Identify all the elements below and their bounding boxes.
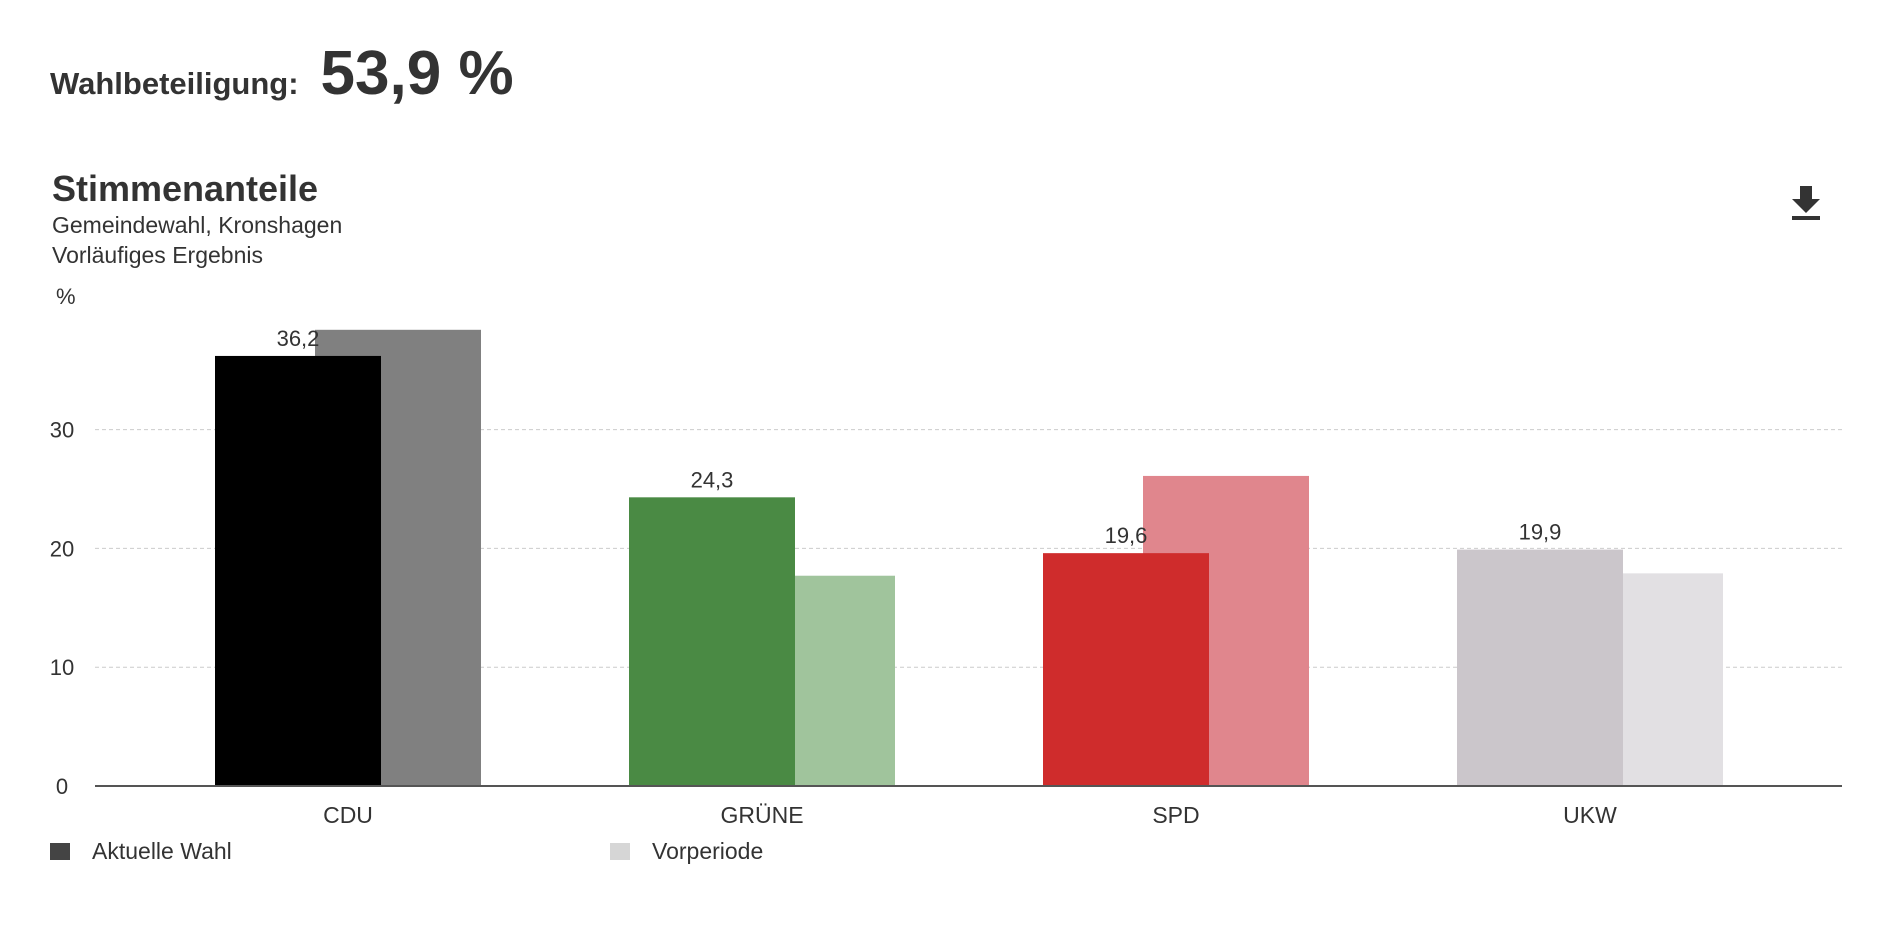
- y-tick-label: 20: [50, 536, 74, 561]
- legend-label-current: Aktuelle Wahl: [92, 838, 232, 864]
- data-label: 19,6: [1105, 523, 1148, 548]
- legend-swatch-current: [50, 843, 70, 860]
- chart-subtitle-1: Gemeindewahl, Kronshagen: [52, 212, 343, 238]
- x-tick-label: UKW: [1563, 802, 1617, 828]
- bar-current-spd: [1043, 553, 1209, 786]
- turnout-label: Wahlbeteiligung:: [50, 66, 299, 101]
- download-icon: [1792, 186, 1820, 220]
- x-tick-label: CDU: [323, 802, 373, 828]
- legend-item-current: Aktuelle Wahl: [50, 838, 232, 865]
- y-axis-label: %: [56, 284, 76, 309]
- bar-current-cdu: [215, 355, 381, 786]
- bar-current-ukw: [1457, 549, 1623, 786]
- legend-label-previous: Vorperiode: [652, 838, 764, 864]
- y-tick-label: 30: [50, 418, 74, 443]
- chart-title: Stimmenanteile: [52, 168, 319, 209]
- data-label: 19,9: [1519, 520, 1562, 545]
- turnout: Wahlbeteiligung: 53,9 %: [50, 38, 514, 109]
- turnout-value: 53,9 %: [320, 39, 514, 108]
- y-tick-label: 0: [56, 774, 68, 799]
- chart-subtitle-2: Vorläufiges Ergebnis: [52, 242, 263, 268]
- y-tick-label: 10: [50, 655, 74, 680]
- bar-current-grüne: [629, 497, 795, 786]
- legend-swatch-previous: [610, 843, 630, 860]
- download-button[interactable]: [1790, 183, 1822, 221]
- data-label: 36,2: [277, 326, 320, 351]
- x-tick-label: SPD: [1152, 802, 1199, 828]
- x-tick-label: GRÜNE: [720, 802, 803, 828]
- data-label: 24,3: [691, 467, 734, 492]
- legend-item-previous: Vorperiode: [610, 838, 763, 865]
